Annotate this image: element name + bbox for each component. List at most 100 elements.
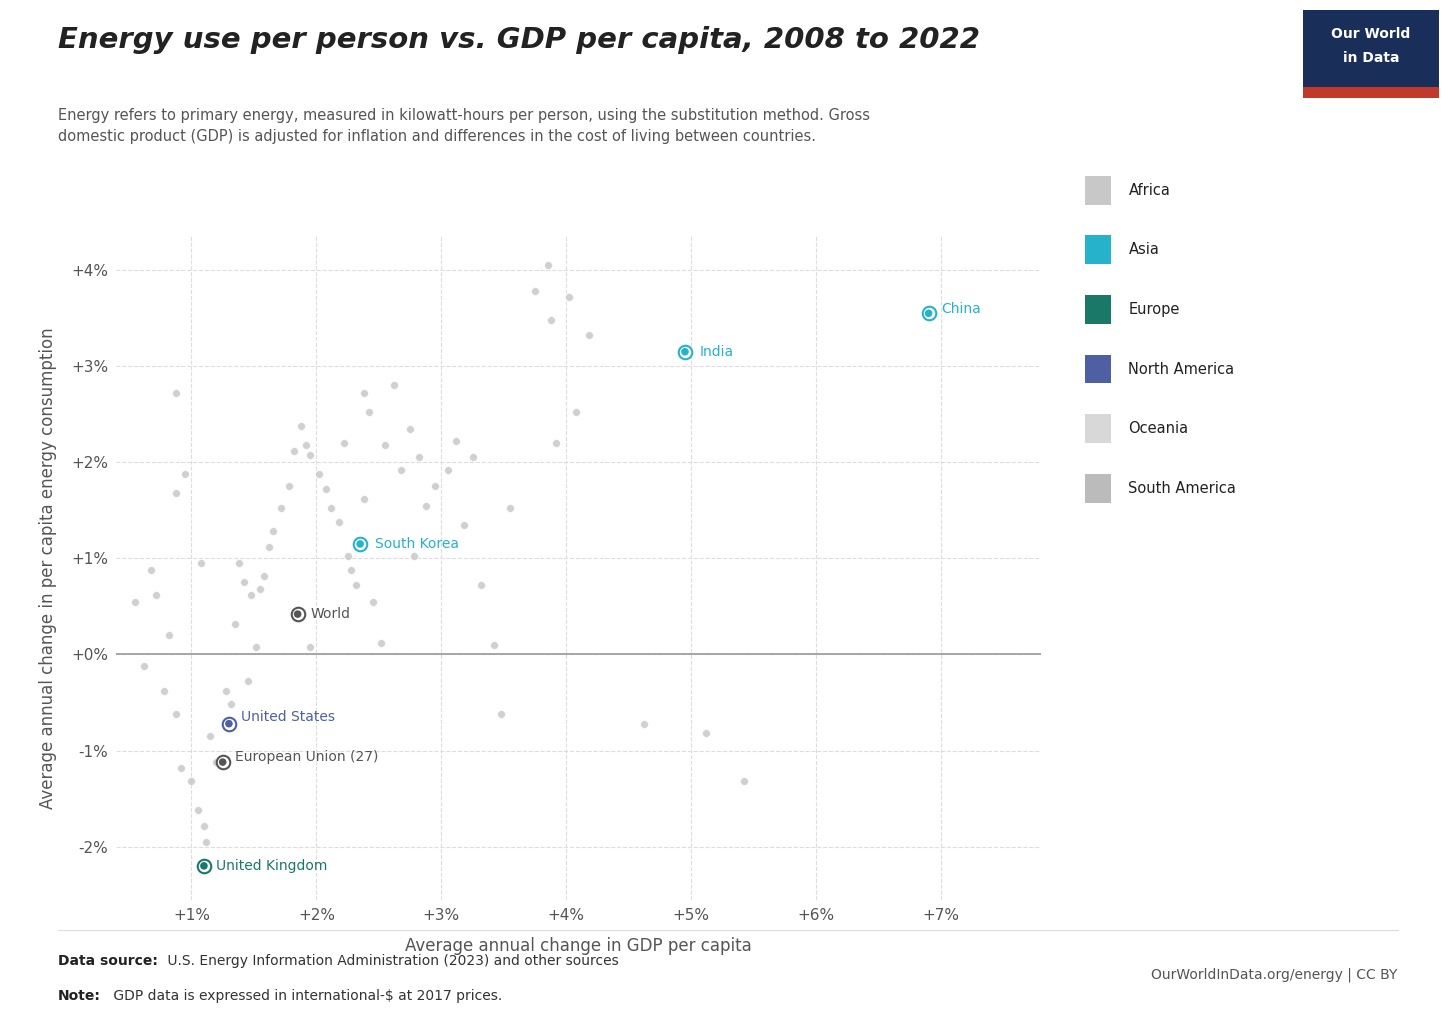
Text: Oceania: Oceania [1128, 421, 1188, 436]
Point [189, 555, 213, 572]
Text: South Korea: South Korea [376, 537, 459, 551]
Point [285, 605, 309, 622]
Point [282, 442, 306, 458]
X-axis label: Average annual change in GDP per capita: Average annual change in GDP per capita [405, 937, 753, 955]
Point [211, 754, 234, 770]
Point [285, 605, 309, 622]
Point [558, 289, 581, 305]
Point [470, 577, 494, 593]
Point [165, 485, 188, 502]
Point [320, 501, 344, 517]
Point [336, 548, 360, 564]
Text: Note:: Note: [58, 989, 100, 1003]
Text: GDP data is expressed in international-$ at 2017 prices.: GDP data is expressed in international-$… [109, 989, 502, 1003]
Point [332, 435, 355, 451]
Point [399, 420, 422, 437]
Point [348, 536, 371, 552]
Point [258, 539, 281, 555]
Point [381, 377, 405, 394]
Point [314, 481, 338, 498]
Point [132, 658, 156, 674]
Point [402, 548, 425, 564]
Point [217, 715, 240, 732]
Point [211, 754, 234, 770]
Point [307, 466, 331, 482]
Point [205, 754, 229, 770]
Point [917, 305, 941, 322]
Point [298, 638, 322, 655]
Point [523, 283, 546, 299]
Point [298, 446, 322, 463]
Point [352, 490, 376, 507]
Point [732, 773, 756, 790]
Point [144, 587, 167, 603]
Point [390, 462, 414, 478]
Point [277, 478, 300, 494]
Point [261, 523, 284, 540]
Point [577, 327, 600, 343]
Text: United Kingdom: United Kingdom [217, 858, 328, 873]
Point [252, 567, 275, 584]
Point [192, 857, 215, 874]
Point [415, 498, 438, 514]
Point [294, 437, 317, 453]
Point [462, 449, 485, 466]
Point [153, 683, 176, 699]
Point [482, 636, 505, 653]
Point [245, 638, 268, 655]
Point [179, 773, 202, 790]
Point [408, 449, 431, 466]
Point [170, 760, 194, 776]
Text: Energy use per person vs. GDP per capita, 2008 to 2022: Energy use per person vs. GDP per capita… [58, 26, 980, 53]
Point [236, 673, 259, 690]
Point [165, 384, 188, 401]
Point [489, 706, 513, 723]
Point [540, 311, 563, 328]
Point [192, 857, 215, 874]
Point [140, 561, 163, 578]
Point [348, 536, 371, 552]
Point [357, 404, 380, 420]
Point [673, 343, 696, 360]
Point [632, 715, 655, 732]
Point [186, 802, 210, 818]
Text: United States: United States [242, 710, 335, 724]
Point [227, 555, 250, 572]
Point [435, 462, 459, 478]
Point [536, 257, 559, 273]
Point [173, 466, 197, 482]
Point [269, 501, 293, 517]
Point [124, 593, 147, 610]
Text: China: China [941, 301, 981, 316]
Point [192, 817, 215, 834]
Text: India: India [700, 344, 734, 359]
Point [328, 514, 351, 530]
Text: Data source:: Data source: [58, 954, 159, 968]
Point [424, 478, 447, 494]
Point [453, 516, 476, 533]
Point [565, 404, 588, 420]
Point [498, 501, 521, 517]
Point [290, 417, 313, 434]
Text: in Data: in Data [1342, 51, 1399, 66]
Text: World: World [310, 608, 349, 621]
Point [220, 696, 243, 712]
Text: South America: South America [1128, 481, 1236, 495]
Text: European Union (27): European Union (27) [236, 750, 379, 764]
Point [370, 634, 393, 651]
Point [215, 683, 239, 699]
Point [444, 433, 467, 449]
Point [157, 627, 181, 644]
Point [198, 728, 221, 744]
Point [217, 715, 240, 732]
Point [352, 384, 376, 401]
Text: Energy refers to primary energy, measured in kilowatt-hours per person, using th: Energy refers to primary energy, measure… [58, 108, 871, 144]
Point [673, 343, 696, 360]
Point [233, 575, 256, 591]
Text: Asia: Asia [1128, 243, 1159, 257]
Text: U.S. Energy Information Administration (2023) and other sources: U.S. Energy Information Administration (… [163, 954, 619, 968]
Y-axis label: Average annual change in per capita energy consumption: Average annual change in per capita ener… [39, 327, 57, 809]
Point [361, 593, 384, 610]
Text: Our World: Our World [1331, 27, 1411, 41]
Text: Europe: Europe [1128, 302, 1179, 317]
